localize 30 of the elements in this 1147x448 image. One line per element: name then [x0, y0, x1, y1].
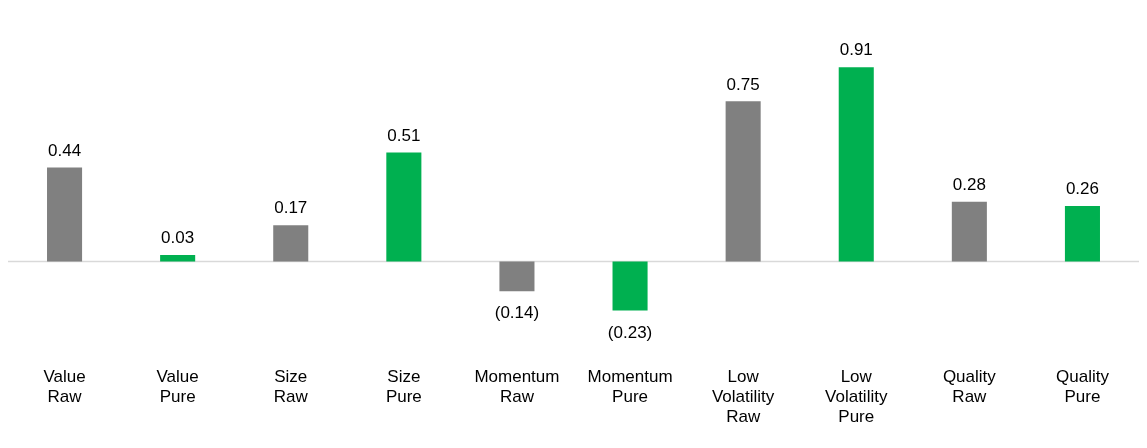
data-label: 0.17	[274, 198, 308, 218]
bar	[160, 255, 196, 262]
data-label: 0.03	[161, 228, 195, 248]
x-tick-label: Size Pure	[385, 366, 422, 407]
x-tick-label: Quality Raw	[942, 366, 997, 407]
data-label: 0.26	[1065, 179, 1099, 199]
x-tick-label: Value Raw	[43, 366, 86, 407]
data-label: (0.14)	[494, 303, 540, 323]
x-tick-label: Value Pure	[156, 366, 199, 407]
data-label: 0.28	[952, 174, 986, 194]
bar	[838, 67, 874, 262]
x-tick-label: Low Volatility Pure	[825, 366, 888, 427]
bar	[725, 101, 761, 262]
x-tick-label: Momentum Pure	[587, 366, 673, 407]
bar	[499, 261, 535, 292]
bar	[386, 152, 422, 262]
bar	[612, 261, 648, 311]
data-label: 0.51	[387, 125, 421, 145]
x-tick-label: Low Volatility Raw	[711, 366, 775, 427]
bar	[47, 167, 83, 262]
data-label: (0.23)	[607, 322, 653, 342]
data-label: 0.44	[48, 140, 82, 160]
bar	[273, 225, 309, 262]
x-tick-label: Quality Pure	[1055, 366, 1110, 407]
bar	[1064, 205, 1100, 262]
data-label: 0.75	[726, 74, 760, 94]
x-tick-label: Momentum Raw	[474, 366, 560, 407]
data-label: 0.91	[839, 40, 873, 60]
x-tick-label: Size Raw	[273, 366, 309, 407]
bar	[951, 201, 987, 262]
